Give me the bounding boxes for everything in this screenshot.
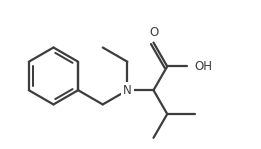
Text: O: O [149, 26, 158, 39]
Text: N: N [123, 84, 132, 97]
Text: OH: OH [195, 60, 213, 73]
